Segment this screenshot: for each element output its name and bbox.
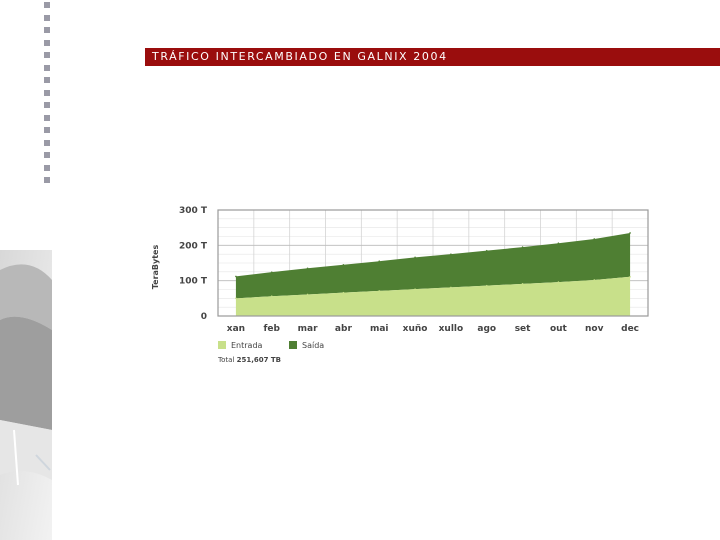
x-tick-label: abr <box>335 324 353 334</box>
series-area-saida <box>235 232 631 299</box>
x-tick-label: mar <box>298 324 318 334</box>
data-point-entrada <box>235 297 237 300</box>
data-point-saida <box>378 260 381 263</box>
data-point-entrada <box>557 281 560 283</box>
data-point-saida <box>270 271 273 273</box>
x-tick-label: dec <box>621 324 639 334</box>
data-point-entrada <box>342 291 345 294</box>
chart-canvas: 0 100 T 200 T 300 T xan feb mar abr mai xuño xullo… <box>151 206 649 364</box>
total-label: Total 251,607 TB <box>217 356 281 364</box>
slide-title-bar: TRÁFICO INTERCAMBIADO EN GALNIX 2004 <box>145 48 720 66</box>
legend-label-entrada: Entrada <box>231 341 263 350</box>
data-point-saida <box>306 267 309 270</box>
y-tick-label: 200 T <box>179 241 208 251</box>
x-tick-label: nov <box>585 324 604 334</box>
data-point-saida <box>485 249 488 252</box>
data-point-entrada <box>306 293 309 296</box>
decorative-dot-column <box>44 2 50 190</box>
legend-label-saida: Saída <box>302 341 324 350</box>
data-point-entrada <box>378 290 381 292</box>
data-point-saida <box>342 263 345 266</box>
data-point-saida <box>414 256 416 259</box>
data-point-entrada <box>629 275 631 278</box>
data-point-saida <box>450 253 452 255</box>
x-tick-label: ago <box>477 324 496 334</box>
data-point-entrada <box>485 284 488 287</box>
plot-border <box>217 209 649 317</box>
data-point-entrada <box>593 279 596 281</box>
x-tick-label: set <box>515 324 531 334</box>
x-tick-label: feb <box>264 324 281 334</box>
data-point-entrada <box>270 295 273 298</box>
total-value: 251,607 TB <box>237 356 281 364</box>
data-point-saida <box>235 275 237 278</box>
x-tick-label: mai <box>370 324 389 334</box>
data-point-saida <box>557 242 560 245</box>
data-point-saida <box>629 232 631 234</box>
data-point-saida <box>593 238 596 240</box>
x-tick-label: out <box>550 324 568 334</box>
data-point-entrada <box>414 288 416 290</box>
decorative-side-graphic <box>0 250 52 540</box>
series-area-entrada <box>235 276 631 316</box>
traffic-area-chart: 0 100 T 200 T 300 T xan feb mar abr mai xuño xullo… <box>140 195 680 385</box>
legend-swatch-saida <box>289 341 297 349</box>
slide-title: TRÁFICO INTERCAMBIADO EN GALNIX 2004 <box>152 50 448 63</box>
data-point-saida <box>521 246 524 248</box>
y-tick-label: 0 <box>201 312 207 322</box>
data-point-entrada <box>521 283 524 285</box>
data-point-entrada <box>450 286 452 289</box>
x-tick-label: xuño <box>403 324 428 334</box>
y-axis-title: TeraBytes <box>151 245 160 290</box>
x-tick-label: xan <box>227 324 245 334</box>
x-tick-label: xullo <box>439 324 464 334</box>
y-tick-label: 300 T <box>179 206 208 216</box>
y-tick-label: 100 T <box>179 277 208 287</box>
legend-swatch-entrada <box>218 341 226 349</box>
